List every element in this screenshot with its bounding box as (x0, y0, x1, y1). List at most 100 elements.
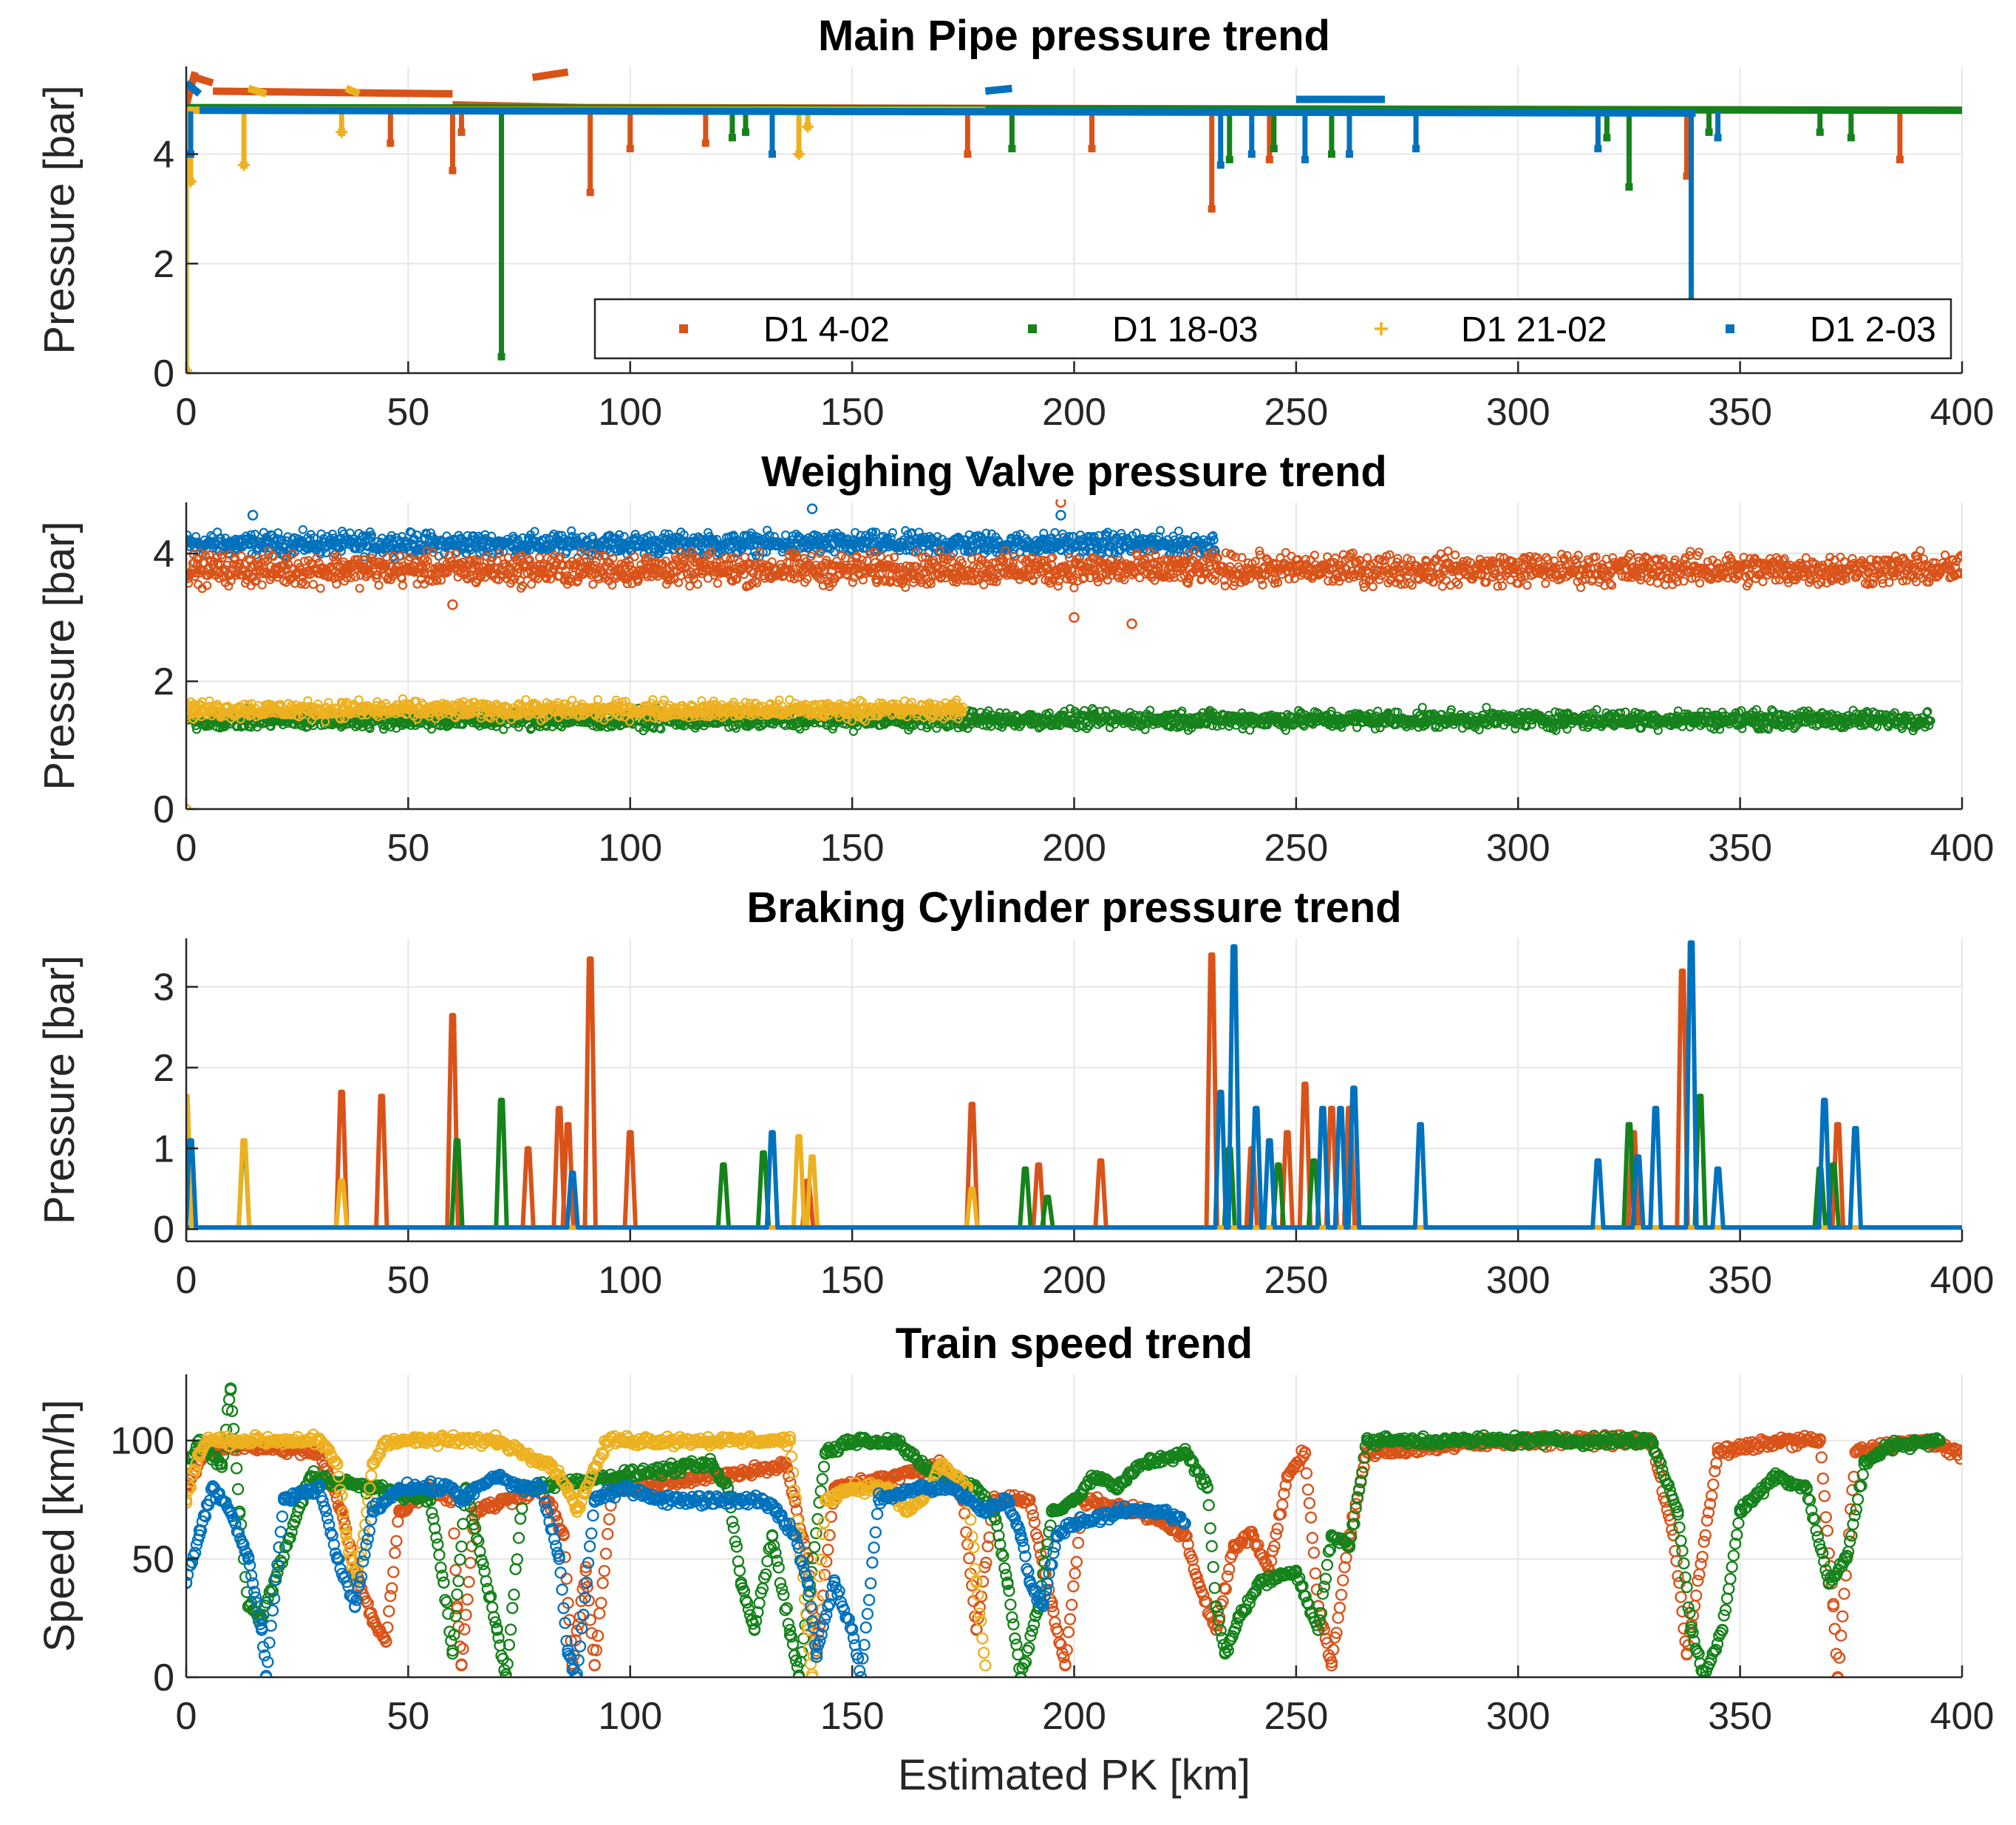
y-tick-label: 0 (153, 352, 174, 395)
legend-label: D1 4-02 (763, 310, 890, 349)
data-point (808, 505, 817, 514)
data-point (1627, 1122, 1631, 1126)
data-point (769, 151, 776, 158)
y-tick-label: 0 (153, 1209, 174, 1252)
x-tick-label: 250 (1264, 1695, 1328, 1738)
data-point (500, 1098, 504, 1102)
y-tick-label: 0 (153, 1657, 174, 1699)
data-point (526, 1146, 531, 1150)
data-point (1714, 134, 1722, 141)
data-point (742, 129, 749, 136)
brake-axes: Braking Cylinder pressure trend Pressure … (35, 884, 1994, 1302)
brake-title: Braking Cylinder pressure trend (746, 884, 1401, 932)
data-point (1418, 1122, 1423, 1126)
y-tick-label: 100 (110, 1420, 174, 1463)
data-point (1853, 1126, 1858, 1130)
valve-title: Weighing Valve pressure trend (761, 448, 1387, 496)
data-point (1321, 1106, 1325, 1111)
x-tick-label: 400 (1930, 391, 1995, 434)
x-tick-label: 150 (820, 391, 885, 434)
x-tick-label: 300 (1486, 1695, 1550, 1738)
x-tick-label: 100 (598, 1259, 662, 1302)
data-point (628, 1130, 633, 1134)
data-point (702, 140, 709, 147)
data-point (1338, 1106, 1343, 1111)
x-tick-label: 400 (1930, 1695, 1995, 1738)
x-tick-label: 0 (176, 1259, 197, 1302)
legend-label: D1 21-02 (1461, 310, 1607, 349)
data-point (1822, 1098, 1827, 1102)
data-point (339, 1090, 344, 1094)
x-tick-label: 350 (1708, 1695, 1772, 1738)
data-point (1008, 145, 1015, 152)
plus-marker (802, 121, 814, 133)
data-point (1896, 156, 1904, 163)
data-point (1208, 205, 1216, 213)
y-tick-label: 0 (153, 788, 174, 831)
plus-marker (336, 126, 347, 138)
speed-ylabel: Speed [km/h] (35, 1399, 84, 1652)
x-tick-label: 200 (1042, 391, 1106, 434)
legend-marker (1028, 324, 1037, 333)
data-point (1276, 1162, 1281, 1167)
x-tick-label: 400 (1930, 827, 1995, 870)
data-point (1270, 145, 1278, 152)
data-point (448, 600, 457, 609)
data-point (248, 511, 257, 519)
data-point (587, 188, 594, 196)
x-tick-label: 250 (1264, 1259, 1328, 1302)
data-point (1653, 1106, 1658, 1111)
data-point (810, 1154, 814, 1159)
x-tick-label: 250 (1264, 827, 1328, 870)
speed-xlabel: Estimated PK [km] (898, 1751, 1250, 1799)
data-point (498, 353, 505, 361)
y-tick-label: 2 (153, 1047, 174, 1090)
data-point (1594, 145, 1601, 152)
data-point (454, 1138, 459, 1142)
x-tick-label: 50 (386, 827, 429, 870)
data-point (1329, 1106, 1334, 1111)
brake-ylabel: Pressure [bar] (35, 955, 84, 1224)
data-point (1303, 1082, 1307, 1086)
series-segment (195, 78, 213, 83)
x-tick-label: 100 (598, 1695, 662, 1738)
data-point (721, 1162, 726, 1167)
data-point (1698, 1094, 1703, 1098)
data-point (1099, 1159, 1103, 1163)
y-tick-label: 50 (132, 1538, 174, 1581)
valve-ylabel: Pressure [bar] (35, 521, 84, 790)
x-tick-label: 150 (820, 1259, 885, 1302)
data-point (339, 1178, 344, 1183)
x-tick-label: 50 (386, 1695, 429, 1738)
main-title: Main Pipe pressure trend (818, 12, 1330, 60)
legend-marker (679, 324, 688, 333)
x-tick-label: 350 (1708, 827, 1772, 870)
data-point (1312, 1159, 1316, 1163)
main-ylabel: Pressure [bar] (35, 85, 84, 354)
data-point (1848, 134, 1855, 141)
data-point (1023, 1167, 1027, 1171)
brake-series-group (184, 940, 1962, 1227)
data-point (1328, 151, 1335, 158)
y-tick-label: 1 (153, 1128, 174, 1170)
data-point (1625, 183, 1632, 191)
x-tick-label: 150 (820, 1695, 885, 1738)
data-point (1089, 145, 1096, 152)
valve-axes: Weighing Valve pressure trend Pressure [b… (35, 448, 1994, 870)
data-point (1352, 1085, 1356, 1090)
data-point (1128, 619, 1137, 628)
series-segment (200, 110, 1696, 113)
x-tick-label: 0 (176, 391, 197, 434)
data-point (450, 1013, 454, 1017)
x-tick-label: 350 (1708, 1259, 1772, 1302)
data-point (1301, 156, 1309, 163)
data-point (729, 134, 736, 141)
data-point (1346, 151, 1353, 158)
x-tick-label: 50 (386, 1259, 429, 1302)
y-tick-label: 3 (153, 966, 174, 1009)
series-segment (985, 89, 1012, 92)
data-point (1056, 511, 1065, 519)
y-tick-label: 2 (153, 661, 174, 703)
x-tick-label: 100 (598, 827, 662, 870)
